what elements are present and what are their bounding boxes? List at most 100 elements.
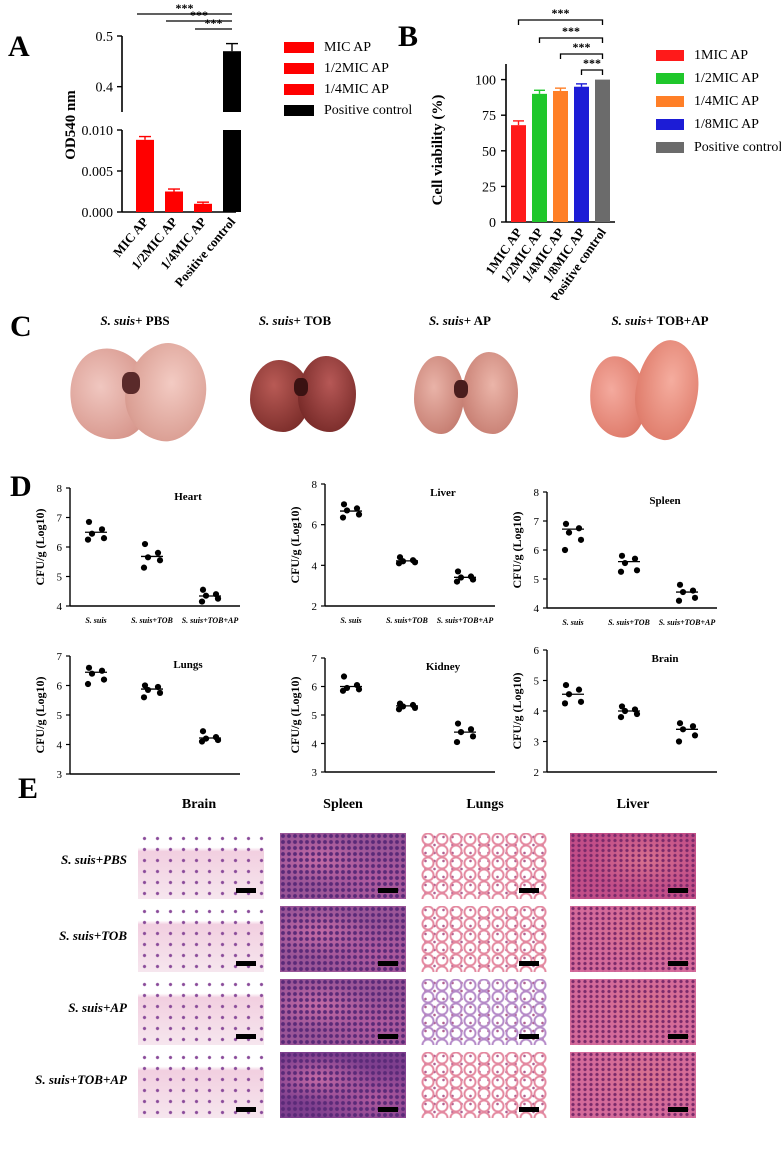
scale-bar	[668, 888, 688, 893]
tick-label-d: 7	[57, 651, 63, 663]
category-label-d: S. suis+TOB	[608, 618, 650, 627]
tick-label-a: 0.005	[82, 165, 114, 180]
axis-label-d-y: CFU/g (Log10)	[288, 677, 302, 754]
tick-label-b: 0	[489, 216, 496, 231]
bar-a	[136, 139, 154, 212]
data-point-d	[411, 704, 419, 711]
tick-label-a: 0.000	[82, 206, 114, 221]
data-point-d	[454, 720, 462, 727]
data-point-d	[577, 536, 585, 543]
bar-a-upper	[223, 51, 241, 112]
panel-e-col-brain: Brain	[181, 797, 217, 812]
legend-b-label: 1MIC AP	[694, 48, 749, 63]
data-point-d	[339, 514, 347, 521]
data-point-d	[618, 552, 626, 559]
data-point-d	[676, 581, 684, 588]
legend-a-swatch	[284, 42, 314, 54]
data-point-d	[141, 540, 149, 548]
legend-b-label: 1/8MIC AP	[694, 117, 759, 132]
histology-tile	[280, 833, 406, 899]
data-point-d	[214, 736, 222, 744]
data-point-d	[140, 564, 148, 571]
data-point-d	[395, 560, 403, 567]
histology-tile	[570, 979, 696, 1045]
data-point-d	[214, 595, 222, 602]
panel-e-row-pbs: S. suis+PBS	[61, 852, 127, 867]
legend-a-item: 1/4MIC AP	[284, 82, 389, 98]
tick-label-d: 3	[312, 767, 318, 779]
panel-e-row-ap: S. suis+AP	[68, 1000, 127, 1015]
category-label-d: S. suis+TOB	[131, 616, 173, 625]
histology-tile	[570, 1052, 696, 1118]
tick-label-d: 4	[57, 740, 63, 752]
data-point-d	[199, 728, 207, 735]
data-point-d	[84, 680, 92, 688]
category-label-d: S. suis+TOB	[386, 616, 428, 625]
significance-label-b: ***	[573, 40, 591, 54]
panel-label-a: A	[8, 30, 30, 63]
tick-label-d: 7	[534, 516, 540, 528]
data-point-d	[98, 526, 106, 533]
tick-label-d: 8	[57, 483, 63, 495]
scale-bar	[519, 1107, 539, 1112]
data-point-d	[691, 732, 699, 739]
significance-bracket-b	[559, 53, 604, 59]
tick-label-a: 0.5	[96, 30, 114, 45]
data-point-d	[561, 546, 569, 554]
data-point-d	[355, 511, 363, 518]
histology-tile	[570, 906, 696, 972]
panel-label-c: C	[10, 310, 32, 343]
scatter-title: Spleen	[649, 495, 680, 507]
legend-b-swatch	[656, 50, 684, 62]
tick-label-b: 25	[482, 180, 496, 195]
data-point-d	[198, 738, 206, 745]
tick-label-d: 6	[312, 520, 318, 532]
data-point-d	[565, 691, 573, 698]
scale-bar	[668, 1107, 688, 1112]
histology-tile	[280, 1052, 406, 1118]
data-point-d	[676, 720, 684, 727]
scale-bar	[378, 961, 398, 966]
data-point-d	[562, 681, 570, 689]
data-point-d	[453, 738, 461, 746]
histology-tile	[280, 906, 406, 972]
legend-b-item: 1MIC AP	[656, 48, 748, 64]
legend-a-swatch	[284, 105, 314, 117]
axis-label-b-y: Cell viability (%)	[430, 95, 446, 206]
data-point-d	[84, 536, 92, 543]
scale-bar	[668, 961, 688, 966]
data-point-d	[88, 530, 96, 537]
data-point-d	[621, 559, 629, 567]
data-point-d	[339, 687, 347, 694]
tick-label-d: 8	[534, 487, 540, 499]
data-point-d	[691, 594, 699, 601]
axis-label-d-y: CFU/g (Log10)	[510, 512, 524, 589]
tick-label-d: 6	[534, 545, 540, 557]
data-point-d	[631, 555, 639, 562]
scale-bar	[236, 1034, 256, 1039]
tick-label-d: 6	[57, 542, 63, 554]
legend-b-label: 1/4MIC AP	[694, 94, 759, 109]
tick-label-d: 5	[57, 710, 63, 722]
data-point-d	[621, 707, 629, 715]
data-point-d	[633, 567, 641, 574]
legend-a-item: MIC AP	[284, 40, 371, 56]
panel-c-title-pbs: S. suis+ PBS	[100, 313, 170, 328]
axis-label-d-y: CFU/g (Log10)	[33, 509, 47, 586]
data-point-d	[633, 710, 641, 718]
histology-tile	[421, 1052, 547, 1118]
axis-label-d-y: CFU/g (Log10)	[33, 677, 47, 754]
tick-label-b: 100	[475, 74, 496, 89]
tick-label-d: 7	[312, 653, 318, 665]
bar-b	[511, 125, 526, 222]
significance-label-a: ***	[205, 16, 223, 30]
legend-b-item: Positive control	[656, 140, 781, 156]
significance-label-a: ***	[176, 1, 194, 15]
scatter-title: Kidney	[426, 661, 461, 673]
tick-label-d: 4	[534, 706, 540, 718]
category-label-d: S. suis+TOB+AP	[659, 618, 716, 627]
tick-label-d: 5	[57, 572, 63, 584]
tick-label-d: 4	[312, 560, 318, 572]
significance-label-b: ***	[552, 6, 570, 20]
